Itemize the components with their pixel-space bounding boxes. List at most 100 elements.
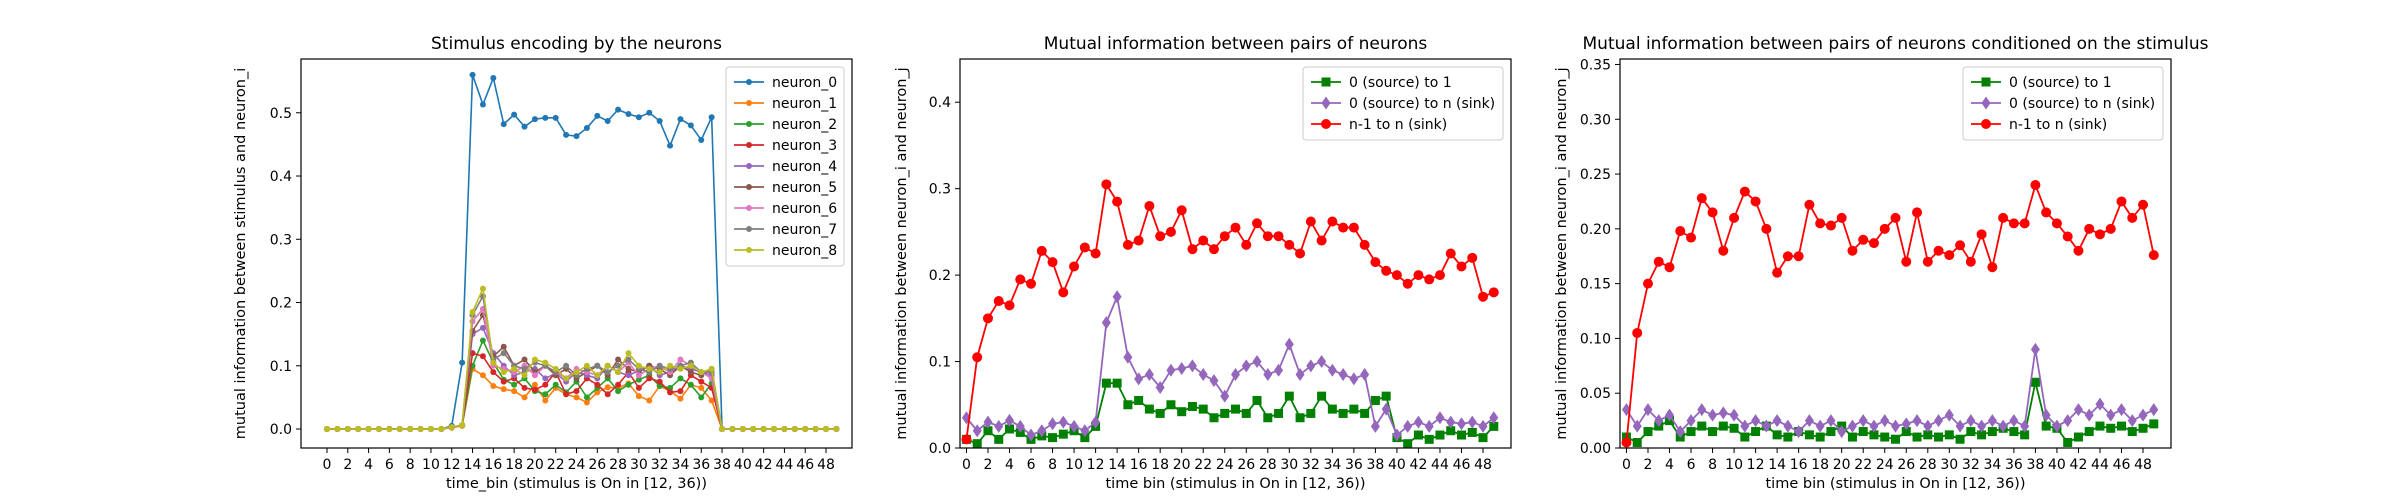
data-point — [1686, 427, 1696, 437]
data-point — [1338, 222, 1349, 233]
data-point — [1901, 417, 1911, 431]
data-point — [823, 426, 830, 433]
x-tick-label: 30 — [630, 457, 648, 473]
data-point — [1826, 427, 1836, 437]
data-point — [1751, 427, 1761, 437]
axes-frame — [959, 58, 1512, 449]
data-point — [334, 426, 341, 433]
x-tick-label: 4 — [364, 457, 373, 473]
data-point — [1370, 257, 1381, 268]
data-point — [656, 362, 663, 369]
y-axis-label: mutual information between neuron_i and … — [1554, 67, 1570, 439]
data-point — [1327, 404, 1337, 414]
data-point — [677, 356, 684, 363]
data-point — [2052, 419, 2062, 433]
data-point — [1274, 408, 1284, 418]
data-point — [656, 117, 663, 124]
data-point — [972, 352, 983, 363]
data-point — [615, 381, 622, 388]
x-tick-label: 32 — [1962, 457, 1980, 473]
data-point — [583, 362, 590, 369]
data-point — [667, 384, 674, 391]
x-tick-label: 18 — [1151, 457, 1169, 473]
data-point — [667, 389, 674, 396]
data-point — [1284, 391, 1294, 401]
data-point — [1445, 248, 1456, 259]
data-point — [1048, 433, 1058, 443]
data-point — [500, 386, 507, 393]
y-tick-label: 0.0 — [270, 422, 292, 438]
x-tick-label: 10 — [1065, 457, 1083, 473]
legend-entry: neuron_3 — [734, 138, 837, 154]
data-point — [552, 114, 559, 121]
data-point — [1349, 372, 1359, 386]
data-point — [531, 386, 538, 393]
data-point — [1740, 432, 1750, 442]
data-point — [531, 372, 538, 379]
data-point — [1750, 196, 1761, 207]
data-point — [1825, 220, 1836, 231]
data-point — [2062, 231, 2073, 242]
legend-label: 0 (source) to 1 — [2009, 75, 2112, 91]
data-point — [1944, 430, 1954, 440]
data-point — [573, 133, 580, 140]
data-point — [1729, 408, 1739, 422]
data-point — [604, 384, 611, 391]
x-tick-label: 44 — [776, 457, 794, 473]
data-point — [983, 415, 993, 429]
data-point — [2149, 419, 2159, 429]
data-point — [573, 394, 580, 401]
y-tick-label: 0.30 — [1580, 112, 1611, 128]
data-point — [1424, 434, 1434, 444]
legend-entry: neuron_0 — [734, 75, 837, 91]
data-point — [1101, 179, 1112, 190]
data-point — [407, 426, 414, 433]
data-point — [656, 378, 663, 385]
data-point — [1987, 414, 1997, 428]
data-point — [1231, 404, 1240, 414]
x-tick-label: 48 — [1474, 457, 1492, 473]
y-tick-label: 0.10 — [1580, 331, 1611, 347]
data-point — [708, 365, 715, 372]
data-point — [677, 375, 684, 382]
data-point — [625, 372, 632, 379]
series-neuron-4 — [323, 324, 840, 433]
data-point — [625, 356, 632, 363]
data-point — [1101, 316, 1111, 330]
data-point — [1295, 248, 1306, 259]
data-point — [1187, 402, 1197, 412]
data-point — [615, 388, 622, 395]
x-tick-label: 30 — [1280, 457, 1298, 473]
y-tick-label: 0.4 — [270, 169, 292, 185]
data-point — [1005, 424, 1015, 434]
data-point — [2095, 421, 2105, 431]
data-point — [469, 309, 476, 316]
x-tick-label: 32 — [1302, 457, 1320, 473]
data-point — [573, 388, 580, 395]
data-point — [1123, 400, 1133, 410]
data-point — [542, 359, 549, 366]
data-point — [1381, 402, 1391, 416]
data-point — [1090, 248, 1101, 259]
data-point — [1177, 361, 1187, 375]
data-point — [1306, 359, 1316, 373]
legend-marker — [746, 184, 752, 190]
data-point — [687, 362, 694, 369]
legend-label: neuron_8 — [772, 243, 837, 259]
data-point — [542, 397, 549, 404]
x-tick-label: 12 — [1747, 457, 1765, 473]
data-point — [1489, 411, 1499, 425]
data-point — [1783, 419, 1793, 433]
legend-label: neuron_2 — [772, 117, 837, 133]
data-point — [1446, 426, 1456, 436]
legend-entry: neuron_7 — [734, 222, 837, 238]
data-point — [1467, 427, 1477, 437]
data-point — [1869, 430, 1879, 440]
data-point — [604, 391, 611, 398]
data-point — [1187, 359, 1197, 373]
data-point — [687, 369, 694, 376]
data-point — [594, 362, 601, 369]
x-tick-label: 24 — [1216, 457, 1234, 473]
legend-entry: neuron_8 — [734, 243, 837, 259]
data-point — [1413, 270, 1424, 281]
